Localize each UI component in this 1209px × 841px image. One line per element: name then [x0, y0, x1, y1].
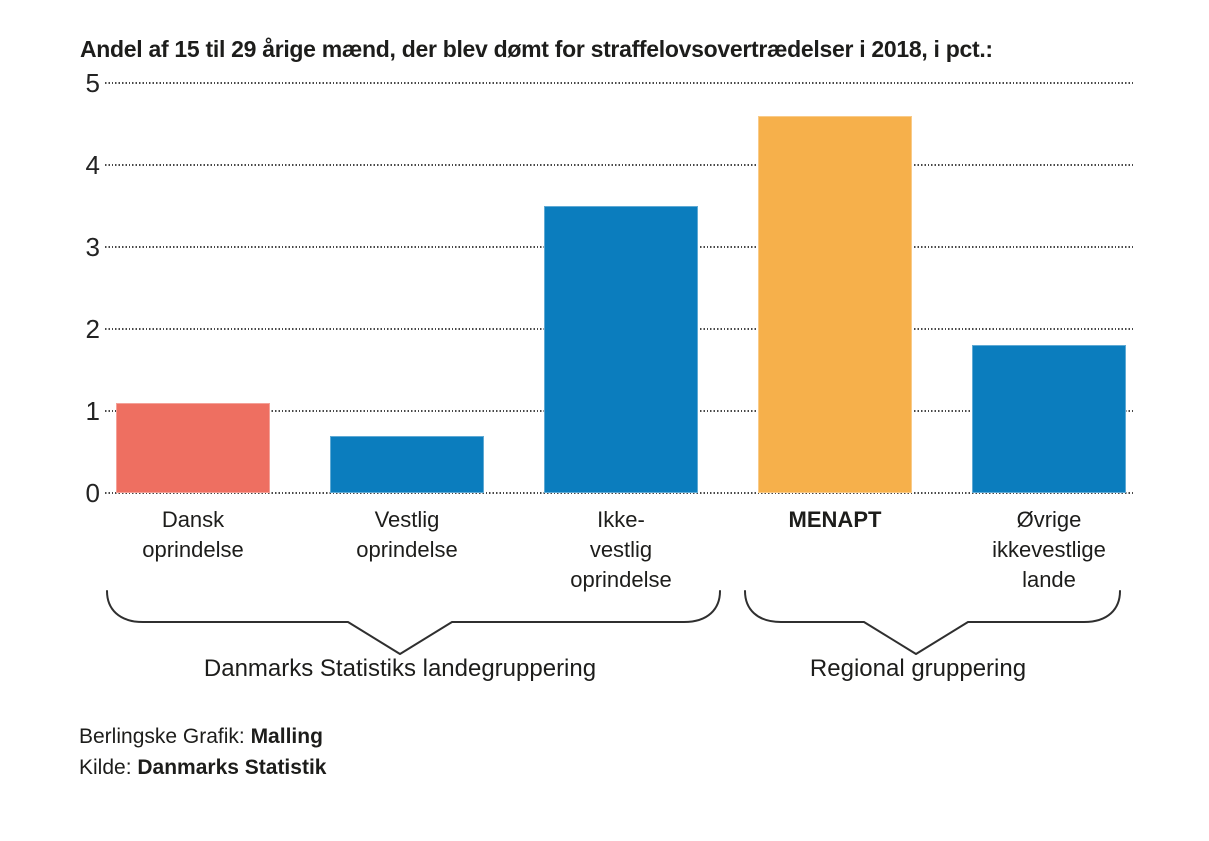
bar-vestlig-oprindelse [330, 435, 484, 493]
y-tick-label-3: 3 [85, 232, 100, 262]
bar-dansk-oprindelse [116, 402, 270, 493]
credit-name: Malling [250, 725, 323, 748]
bar-ikke-vestlig-oprindelse [544, 206, 698, 493]
y-tick-label-2: 2 [85, 314, 100, 344]
group-brace-right [744, 590, 1121, 655]
bar-menapt [758, 115, 912, 493]
x-tick-label-ikke-vestlig-oprindelse: Ikke- vestlig oprindelse [570, 507, 672, 592]
credit-prefix: Berlingske Grafik: [79, 725, 251, 748]
gridline-0 [105, 492, 1135, 494]
x-tick-label-menapt: MENAPT [788, 507, 882, 532]
gridline-5 [105, 82, 1135, 84]
credit-line: Berlingske Grafik: Malling [79, 721, 326, 752]
y-tick-label-4: 4 [85, 150, 100, 180]
y-tick-label-0: 0 [85, 478, 100, 508]
x-tick-label-vestlig-oprindelse: Vestlig oprindelse [356, 507, 458, 562]
group-label-national: Danmarks Statistiks landegruppering [203, 655, 597, 682]
chart-title: Andel af 15 til 29 årige mænd, der blev … [80, 36, 993, 62]
gridline-4 [105, 164, 1135, 166]
plot-area [105, 82, 1135, 494]
y-tick-label-5: 5 [85, 68, 100, 98]
x-tick-label-dansk-oprindelse: Dansk oprindelse [142, 507, 244, 562]
source-prefix: Kilde: [79, 756, 138, 779]
group-brace-left [106, 590, 721, 655]
footer: Berlingske Grafik: Malling Kilde: Danmar… [79, 721, 326, 783]
source-line: Kilde: Danmarks Statistik [79, 752, 326, 783]
bar--vrige-ikkevestlige-lande [972, 345, 1126, 493]
y-tick-label-1: 1 [85, 396, 100, 426]
source-name: Danmarks Statistik [137, 756, 327, 779]
x-tick-label--vrige-ikkevestlige-lande: Øvrige ikkevestlige lande [992, 507, 1106, 592]
group-label-regional: Regional gruppering [809, 655, 1027, 682]
